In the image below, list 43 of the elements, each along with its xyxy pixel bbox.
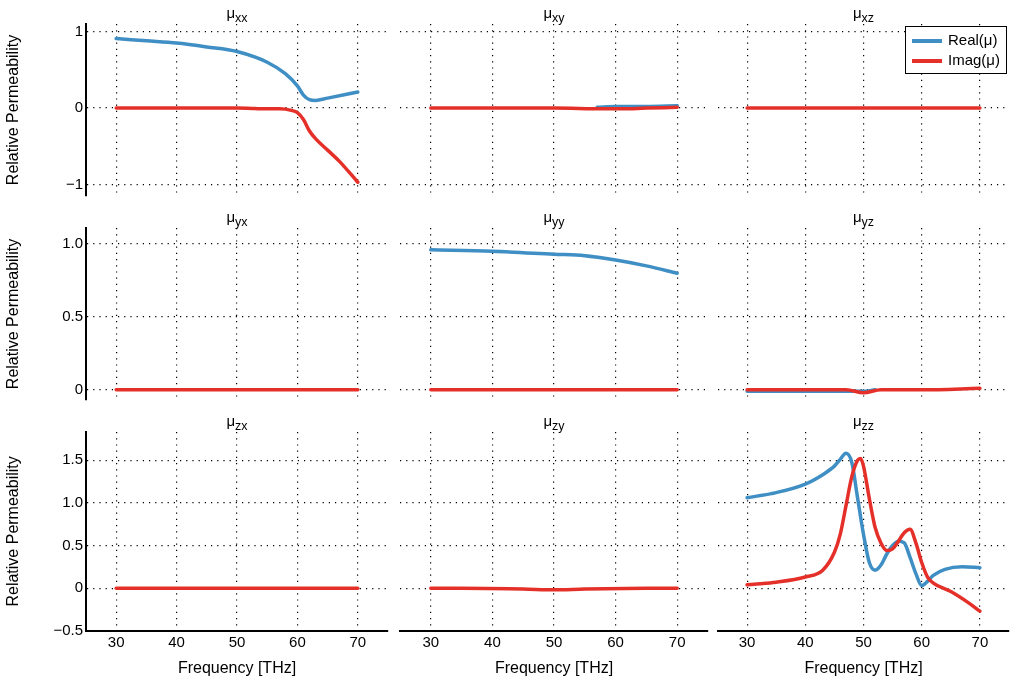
x-tick-label: 60 (607, 632, 624, 650)
y-axis-title: Relative Permeability (4, 456, 22, 607)
chart-title: μ$_{xx}$ (225, 4, 249, 25)
x-tick-label: 70 (349, 632, 367, 650)
y-tick-label: −0.5 (53, 620, 83, 638)
y-tick-label: 0.5 (62, 535, 83, 553)
x-tick-label: 40 (484, 632, 501, 650)
x-axis-title: Frequency [THz] (494, 658, 614, 676)
x-tick-label: 50 (855, 632, 872, 650)
y-tick-label: 1 (74, 21, 83, 39)
chart-title: μ$_{yz}$ (851, 208, 876, 229)
y-tick-label: 1.0 (62, 492, 83, 510)
x-tick-label: 70 (971, 632, 989, 650)
chart-title: μ$_{yy}$ (542, 208, 566, 229)
x-tick-label: 60 (913, 632, 931, 650)
legend-label: Real(μ) (948, 31, 998, 48)
chart-title: μ$_{zy}$ (542, 412, 566, 433)
y-tick-label: 0.5 (62, 307, 83, 325)
x-tick-label: 40 (796, 632, 814, 650)
x-tick-label: 50 (545, 632, 563, 650)
y-tick-label: 1.0 (62, 234, 83, 252)
x-tick-label: 60 (289, 632, 306, 650)
y-tick-label: −1 (65, 174, 83, 192)
x-tick-label: 30 (738, 632, 756, 650)
y-tick-label: 0 (74, 98, 83, 116)
y-tick-label: 0 (74, 379, 83, 397)
chart-title: μ$_{zz}$ (851, 412, 876, 433)
x-tick-label: 70 (668, 632, 686, 650)
x-tick-label: 30 (107, 632, 125, 650)
legend-label: Imag(μ) (948, 51, 1000, 68)
chart-title: μ$_{yx}$ (225, 208, 249, 229)
x-tick-label: 50 (228, 632, 246, 650)
chart-title: μ$_{zx}$ (225, 412, 249, 433)
y-axis-title: Relative Permeability (4, 238, 22, 390)
x-tick-label: 40 (168, 632, 185, 650)
chart-title: μ$_{xz}$ (851, 4, 876, 25)
y-tick-label: 1.5 (62, 450, 83, 468)
x-tick-label: 30 (422, 632, 440, 650)
x-axis-title: Frequency [THz] (177, 658, 297, 676)
chart-title: μ$_{xy}$ (542, 4, 566, 25)
y-tick-label: 0 (74, 578, 83, 596)
y-axis-title: Relative Permeability (4, 34, 22, 186)
x-axis-title: Frequency [THz] (804, 658, 923, 676)
